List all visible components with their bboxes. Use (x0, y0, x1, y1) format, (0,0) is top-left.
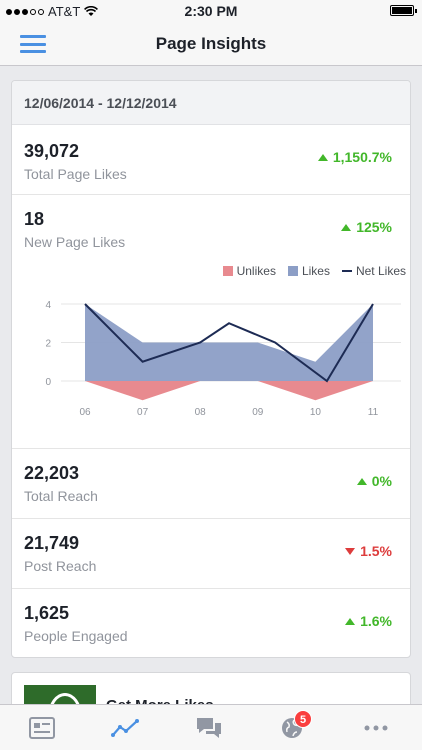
news-feed-icon[interactable] (27, 713, 57, 743)
metric-label: Total Page Likes (24, 166, 127, 182)
legend-swatch (287, 266, 298, 276)
legend-swatch (341, 270, 352, 272)
chart-legend: Unlikes Likes Net Likes (222, 264, 406, 278)
metric-change: 125% (341, 219, 392, 235)
unlikes-area (85, 381, 373, 401)
legend-label: Net Likes (355, 264, 406, 278)
legend-label: Unlikes (236, 264, 276, 278)
messages-icon[interactable] (194, 713, 224, 743)
notifications-globe-icon[interactable]: 5 (277, 710, 312, 743)
metric-people-engaged[interactable]: 1,625 People Engaged 1.6% (12, 589, 410, 657)
page-title: Page Insights (155, 34, 267, 53)
carrier-name: AT&T (48, 4, 81, 19)
net-likes-line (84, 303, 374, 383)
metric-label: Total Reach (24, 488, 98, 504)
metric-change: 1.6% (345, 613, 392, 629)
legend-item-likes: Likes (287, 264, 330, 278)
battery-icon (390, 5, 417, 16)
x-tick-label: 11 (368, 407, 379, 418)
legend-label: Likes (301, 264, 330, 278)
y-tick-label: 4 (45, 300, 51, 311)
x-tick-label: 09 (252, 407, 264, 418)
legend-swatch (222, 266, 233, 276)
x-tick-label: 07 (137, 407, 149, 418)
navigation-bar: Page Insights (0, 22, 422, 66)
status-time: 2:30 PM (184, 3, 238, 19)
metric-value: 39,072 (24, 141, 80, 161)
metric-total-page-likes[interactable]: 39,072 Total Page Likes 1,150.7% (12, 125, 410, 195)
signal-strength-icon (6, 8, 44, 15)
metric-value: 22,203 (24, 463, 80, 483)
metric-value: 21,749 (24, 533, 80, 553)
metric-total-reach[interactable]: 22,203 Total Reach 0% (12, 449, 410, 519)
x-tick-label: 06 (79, 407, 91, 418)
notification-badge: 5 (294, 710, 312, 728)
metric-value: 1,625 (24, 603, 70, 623)
trend-up-icon (345, 618, 356, 625)
new-page-likes-chart: 0 2 4 06 07 08 09 10 11 (45, 300, 401, 418)
metric-new-page-likes[interactable]: 18 New Page Likes 125% (12, 195, 410, 449)
trend-up-icon (341, 224, 352, 231)
metric-value: 18 (24, 209, 45, 229)
wifi-icon (84, 6, 99, 16)
more-icon[interactable] (361, 713, 391, 743)
metric-label: New Page Likes (24, 234, 126, 250)
legend-item-net-likes: Net Likes (341, 264, 406, 278)
legend-item-unlikes: Unlikes (222, 264, 276, 278)
date-range[interactable]: 12/06/2014 - 12/12/2014 (12, 81, 410, 125)
metric-change: 1,150.7% (317, 149, 392, 165)
carrier-info: AT&T (6, 4, 99, 19)
x-tick-label: 10 (310, 407, 322, 418)
y-tick-label: 0 (45, 377, 51, 388)
metric-post-reach[interactable]: 21,749 Post Reach 1.5% (12, 519, 410, 589)
insights-icon[interactable] (110, 713, 140, 743)
hamburger-menu-icon[interactable] (20, 35, 46, 53)
trend-up-icon (356, 478, 367, 485)
trend-down-icon (345, 548, 356, 555)
tab-bar: 5 (0, 704, 422, 750)
metric-change: 0% (356, 473, 392, 489)
metric-change: 1.5% (345, 543, 392, 559)
metric-label: People Engaged (24, 628, 128, 644)
trend-up-icon (317, 154, 328, 161)
y-tick-label: 2 (45, 339, 51, 350)
metric-label: Post Reach (24, 558, 97, 574)
x-tick-label: 08 (195, 407, 207, 418)
status-bar: AT&T 2:30 PM (0, 0, 422, 22)
